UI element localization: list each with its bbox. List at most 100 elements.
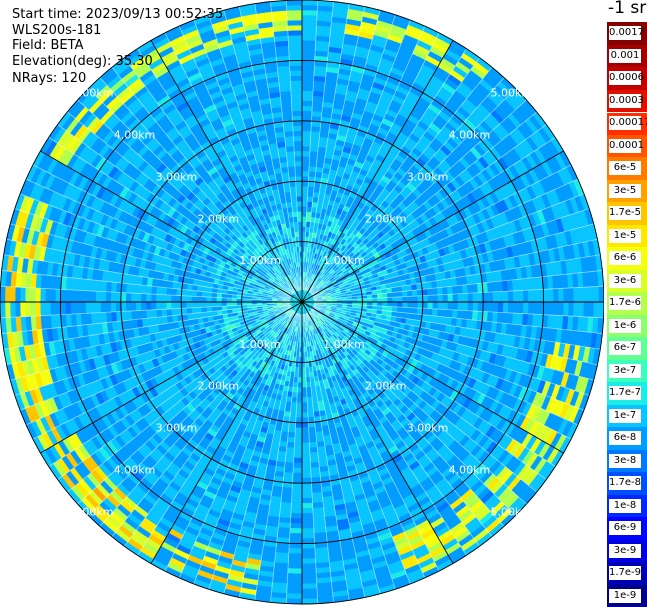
ppi-cell — [301, 452, 311, 459]
ppi-cell — [301, 517, 314, 524]
ppi-cell — [301, 95, 314, 102]
ppi-cell — [301, 382, 307, 388]
ppi-cell — [301, 467, 312, 474]
ppi-cell — [446, 285, 454, 295]
ppi-cell — [295, 407, 303, 413]
ppi-cell — [563, 301, 570, 317]
ppi-cell — [301, 155, 310, 162]
ppi-cell — [307, 406, 314, 413]
ppi-cell — [301, 432, 310, 439]
ppi-cell — [289, 537, 303, 544]
ppi-cell — [301, 462, 311, 469]
ppi-cell — [290, 507, 303, 514]
ppi-cell — [301, 165, 310, 172]
ppi-cell — [301, 532, 315, 539]
ppi-cell — [309, 145, 319, 153]
ppi-cell — [287, 431, 296, 438]
ppi-cell — [287, 573, 303, 580]
ppi-cell — [397, 301, 403, 308]
ppi-cell — [309, 451, 319, 459]
ppi-cell — [285, 451, 295, 459]
ppi-cell — [301, 160, 310, 167]
ppi-cell — [297, 382, 303, 388]
ppi-cell — [301, 206, 308, 212]
ppi-cell — [301, 75, 315, 82]
ppi-cell — [492, 301, 499, 313]
ppi-cell — [467, 292, 474, 303]
ppi-cell — [292, 482, 303, 489]
ppi-cell — [563, 287, 570, 303]
ppi-cell — [482, 301, 489, 312]
ppi-cell — [290, 401, 297, 408]
ppi-cell — [442, 294, 449, 303]
ppi-cell — [308, 436, 317, 443]
ppi-cell — [294, 432, 303, 439]
ppi-cell — [297, 387, 303, 393]
ppi-cell — [309, 150, 319, 158]
ppi-cell — [532, 301, 539, 315]
ppi-cell — [537, 301, 544, 315]
ppi-cell — [537, 289, 544, 303]
ppi-cell — [461, 310, 469, 320]
ppi-cell — [301, 90, 314, 97]
ppi-cell — [288, 553, 303, 559]
ppi-cell — [294, 437, 303, 444]
ppi-cell — [294, 442, 303, 449]
ppi-cell — [568, 287, 575, 303]
ppi-cell — [382, 301, 388, 307]
ppi-cell — [301, 45, 316, 51]
ppi-cell — [573, 287, 580, 303]
ppi-cell — [286, 441, 295, 449]
ppi-cell — [284, 461, 294, 469]
ppi-cell — [472, 301, 479, 312]
ppi-cell — [301, 100, 313, 107]
ppi-cell — [502, 301, 509, 314]
ppi-cell — [293, 452, 303, 459]
ppi-cell — [296, 397, 303, 403]
ppi-cell — [598, 285, 604, 303]
ppi-cell — [301, 85, 314, 92]
ppi-cell — [310, 466, 321, 474]
ppi-cell — [382, 297, 388, 303]
ppi-cell — [301, 568, 317, 575]
ppi-cell — [286, 588, 303, 595]
ppi-cell — [301, 492, 313, 499]
ppi-cell — [314, 426, 323, 433]
ppi-cell — [287, 568, 303, 575]
ppi-cell — [487, 301, 494, 313]
ppi-cell — [467, 301, 474, 312]
ppi-cell — [426, 281, 433, 290]
ppi-cell — [311, 105, 323, 113]
ppi-cell — [307, 181, 315, 188]
ppi-cell — [310, 471, 321, 479]
ppi-cell — [301, 125, 312, 132]
ppi-cell — [310, 130, 321, 138]
ppi-cell — [291, 396, 298, 403]
ppi-cell — [422, 301, 429, 309]
ppi-cell — [486, 311, 494, 323]
ppi-cell — [301, 180, 309, 187]
ppi-cell — [308, 171, 316, 178]
ppi-cell — [281, 491, 293, 499]
ppi-cell — [287, 436, 296, 443]
ppi-cell — [396, 291, 403, 298]
ppi-cell — [301, 427, 310, 434]
ppi-cell — [289, 416, 297, 423]
ppi-cell — [308, 161, 317, 168]
ppi-cell — [285, 598, 303, 605]
ppi-cell — [301, 135, 311, 142]
ppi-cell — [301, 537, 315, 544]
ppi-cell — [301, 24, 317, 31]
ppi-cell — [392, 301, 398, 308]
ppi-cell — [558, 288, 564, 303]
ppi-cell — [292, 467, 303, 474]
ppi-cell — [310, 135, 320, 143]
ppi-cell — [281, 486, 293, 494]
ppi-cell — [290, 502, 303, 509]
ppi-cell — [311, 110, 323, 118]
ppi-cell — [517, 290, 524, 303]
ppi-cell — [401, 290, 408, 297]
ppi-cell — [517, 301, 524, 314]
ppi-cell — [290, 512, 303, 519]
